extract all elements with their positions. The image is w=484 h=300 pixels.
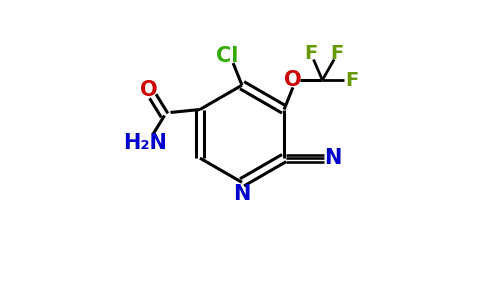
Text: O: O — [284, 70, 302, 90]
Text: N: N — [324, 148, 341, 168]
Text: F: F — [345, 70, 359, 90]
Text: F: F — [331, 44, 344, 63]
Text: H₂N: H₂N — [123, 134, 167, 153]
Text: F: F — [304, 44, 317, 63]
Text: O: O — [139, 80, 157, 100]
Text: N: N — [233, 184, 251, 204]
Text: Cl: Cl — [216, 46, 239, 66]
